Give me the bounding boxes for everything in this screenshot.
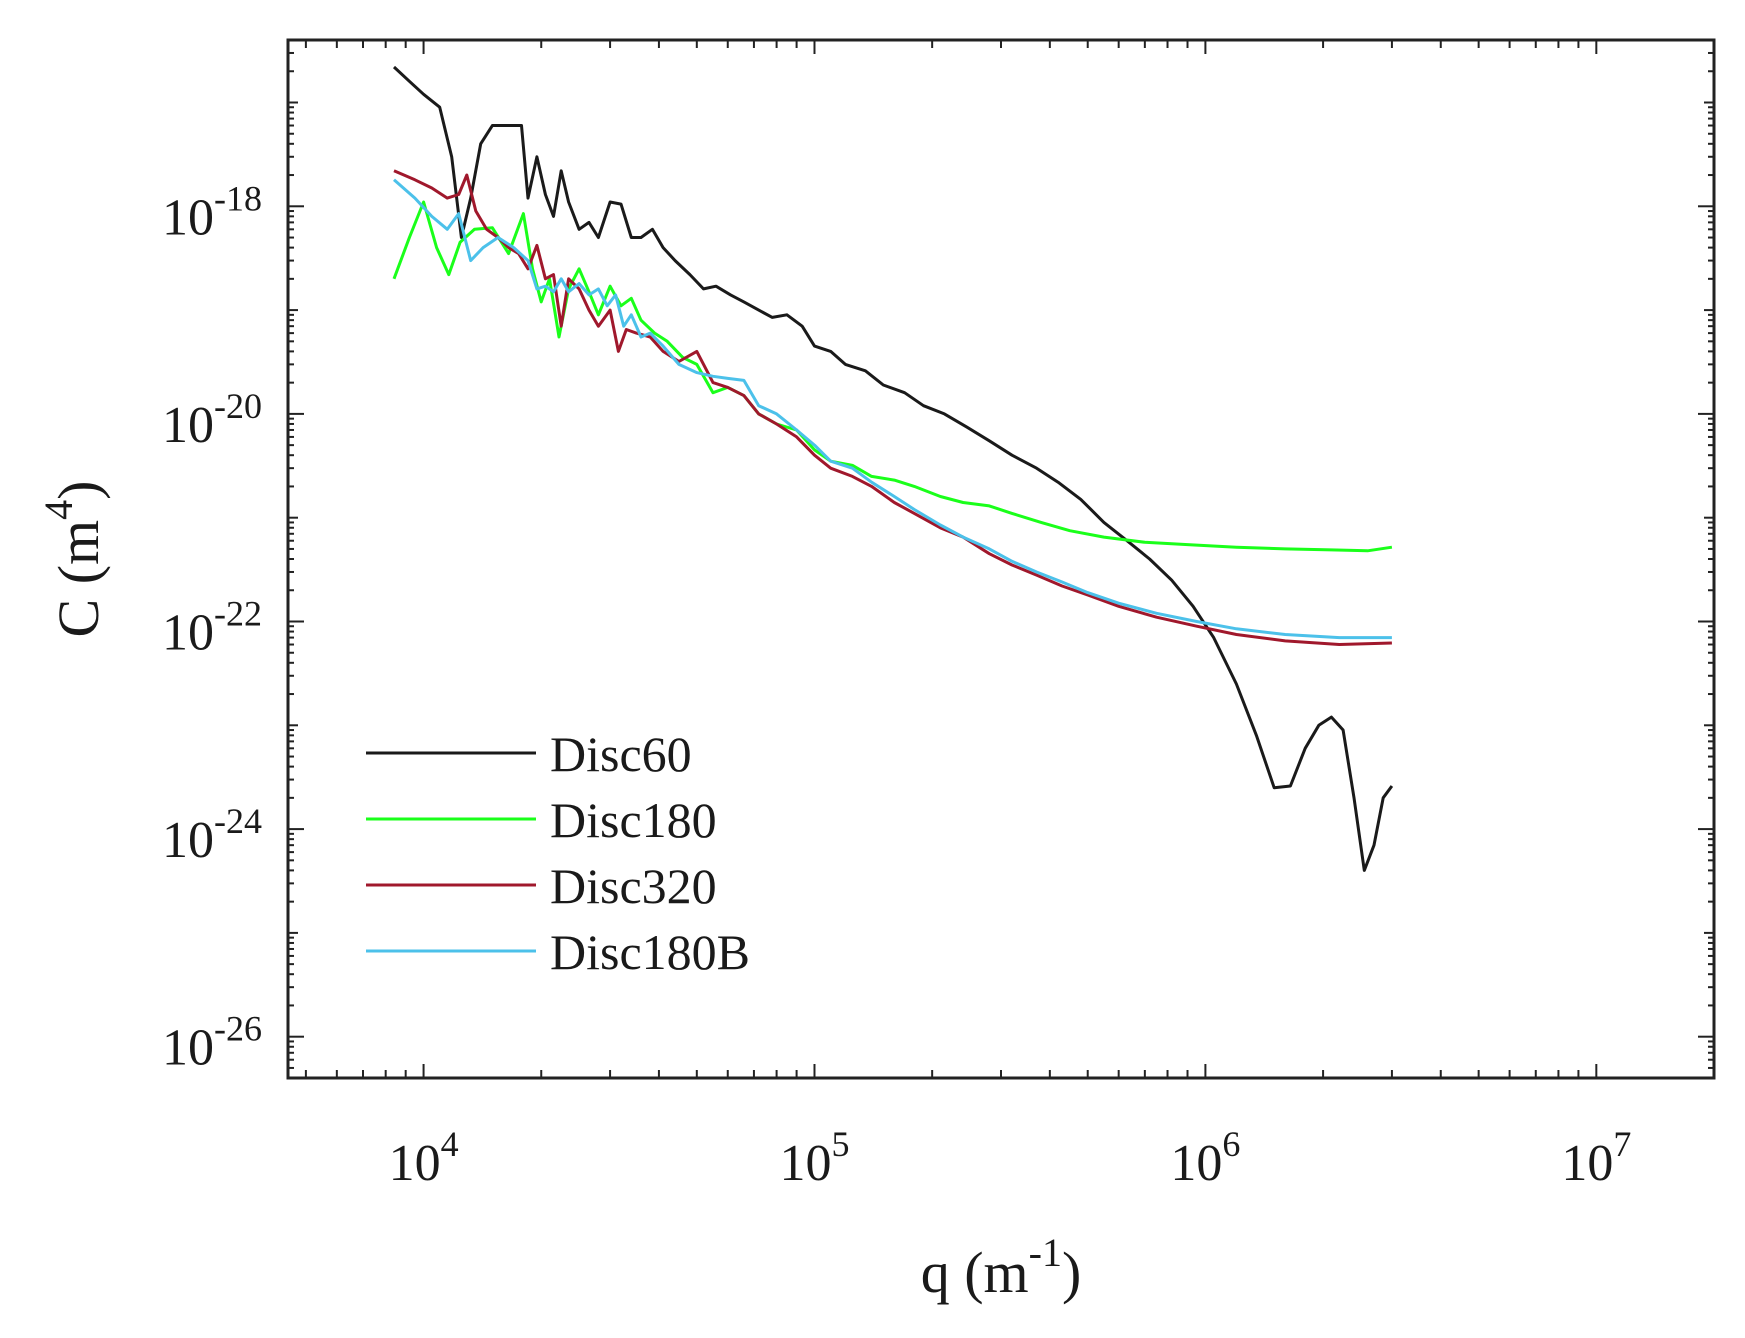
legend: Disc60 Disc180 Disc320 Disc180B xyxy=(366,726,750,980)
y-tick-label: 10-18 xyxy=(162,178,262,246)
x-tick-label: 107 xyxy=(1561,1124,1631,1192)
x-tick-label: 106 xyxy=(1170,1124,1240,1192)
x-tick-label: 105 xyxy=(779,1124,849,1192)
y-tick-label: 10-20 xyxy=(162,386,262,454)
y-tick-label: 10-22 xyxy=(162,593,262,661)
x-tick-labels: 104 105 106 107 xyxy=(389,1124,1632,1192)
legend-label: Disc180 xyxy=(550,792,717,848)
y-tick-labels: 10-18 10-20 10-22 10-24 10-26 xyxy=(162,178,262,1076)
y-tick-label: 10-24 xyxy=(162,801,262,869)
series-line-disc320 xyxy=(393,169,1392,646)
series-line-disc180 xyxy=(392,200,1393,553)
legend-label: Disc180B xyxy=(550,924,750,980)
series-lines xyxy=(392,65,1394,872)
legend-item-disc180b: Disc180B xyxy=(366,924,750,980)
major-ticks xyxy=(288,40,1714,1078)
y-tick-label: 10-26 xyxy=(162,1009,262,1077)
legend-item-disc60: Disc60 xyxy=(366,726,692,782)
legend-label: Disc60 xyxy=(550,726,692,782)
y-axis-label: C (m4) xyxy=(36,481,111,638)
legend-label: Disc320 xyxy=(550,858,717,914)
legend-item-disc320: Disc320 xyxy=(366,858,717,914)
legend-item-disc180: Disc180 xyxy=(366,792,717,848)
series-line-disc60 xyxy=(392,65,1394,872)
x-axis-label: q (m-1) xyxy=(921,1230,1082,1305)
series-line-disc180b xyxy=(393,178,1392,640)
x-tick-label: 104 xyxy=(389,1124,459,1192)
minor-ticks xyxy=(288,39,1715,1079)
